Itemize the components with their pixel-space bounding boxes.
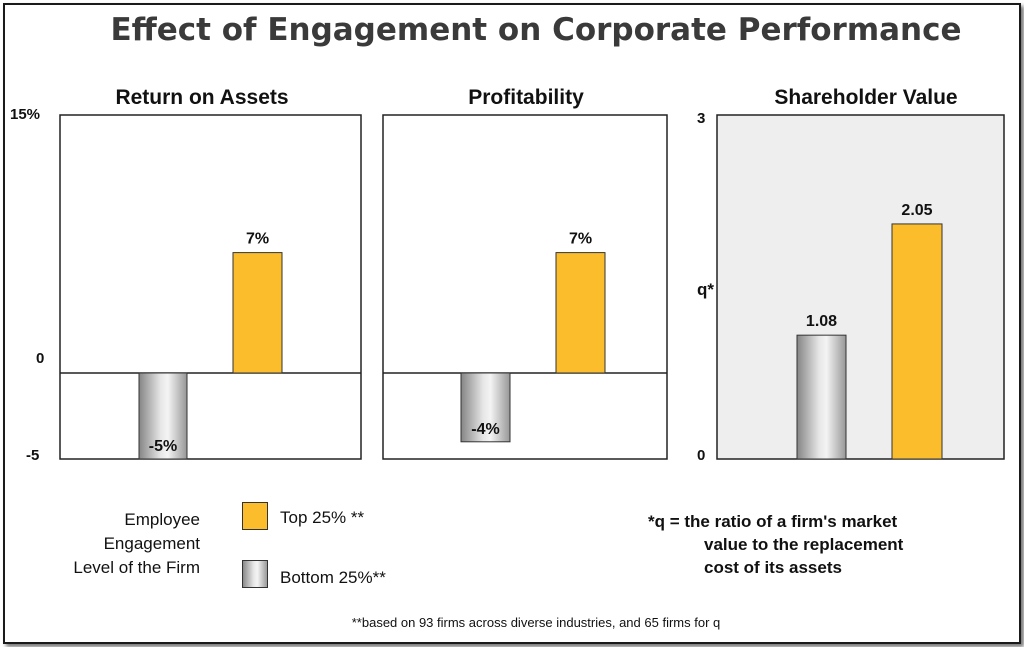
panel-title-roa: Return on Assets: [115, 86, 289, 109]
plot-area-profitability: [382, 114, 668, 460]
legend-label-bottom: Bottom 25%**: [280, 568, 386, 587]
panel-title-shareholder: Shareholder Value: [774, 86, 958, 109]
legend-title-line-1: Employee: [124, 510, 200, 529]
ytick-q-top: 3: [697, 110, 706, 127]
legend-label-top: Top 25% **: [280, 508, 365, 527]
ytick-roa-top: 15%: [10, 106, 41, 123]
ytick-q-zero: 0: [697, 447, 706, 464]
bar-profitability-top25: [555, 252, 606, 374]
data-label-shareholder-bottom25: 1.08: [806, 313, 837, 330]
bar-shareholder-top25: [891, 223, 943, 460]
data-label-profitability-top25: 7%: [569, 231, 592, 248]
bar-profitability-bottom25: [460, 372, 511, 443]
ytick-roa-bottom: -5: [26, 447, 40, 464]
y-axis-label-q: q*: [697, 280, 714, 299]
legend-swatch-top: [242, 502, 268, 530]
legend-title: Employee Engagement Level of the Firm: [60, 508, 200, 580]
data-label-shareholder-top25: 2.05: [901, 202, 932, 219]
plot-area-shareholder: [716, 114, 1005, 460]
legend-title-line-3: Level of the Firm: [73, 558, 200, 577]
legend-swatch-bottom: [242, 560, 268, 588]
legend-title-line-2: Engagement: [103, 534, 200, 553]
bar-roa-bottom25: [138, 372, 188, 460]
q-note-line-3: cost of its assets: [704, 558, 842, 577]
bar-roa-top25: [232, 252, 283, 374]
q-note-line-1: *q = the ratio of a firm's market: [648, 512, 898, 531]
panel-title-profitability: Profitability: [468, 86, 584, 109]
figure-title: Effect of Engagement on Corporate Perfor…: [110, 12, 962, 48]
bar-shareholder-bottom25: [796, 334, 847, 460]
ytick-roa-zero: 0: [36, 350, 45, 367]
data-label-profitability-bottom25: -4%: [471, 421, 499, 438]
footnote: **based on 93 firms across diverse indus…: [351, 615, 721, 630]
data-label-roa-bottom25: -5%: [149, 438, 177, 455]
data-label-roa-top25: 7%: [246, 231, 269, 248]
q-note-line-2: value to the replacement: [704, 535, 904, 554]
plot-area-roa: [59, 114, 362, 460]
q-definition-note: *q = the ratio of a firm's market value …: [648, 510, 1024, 579]
